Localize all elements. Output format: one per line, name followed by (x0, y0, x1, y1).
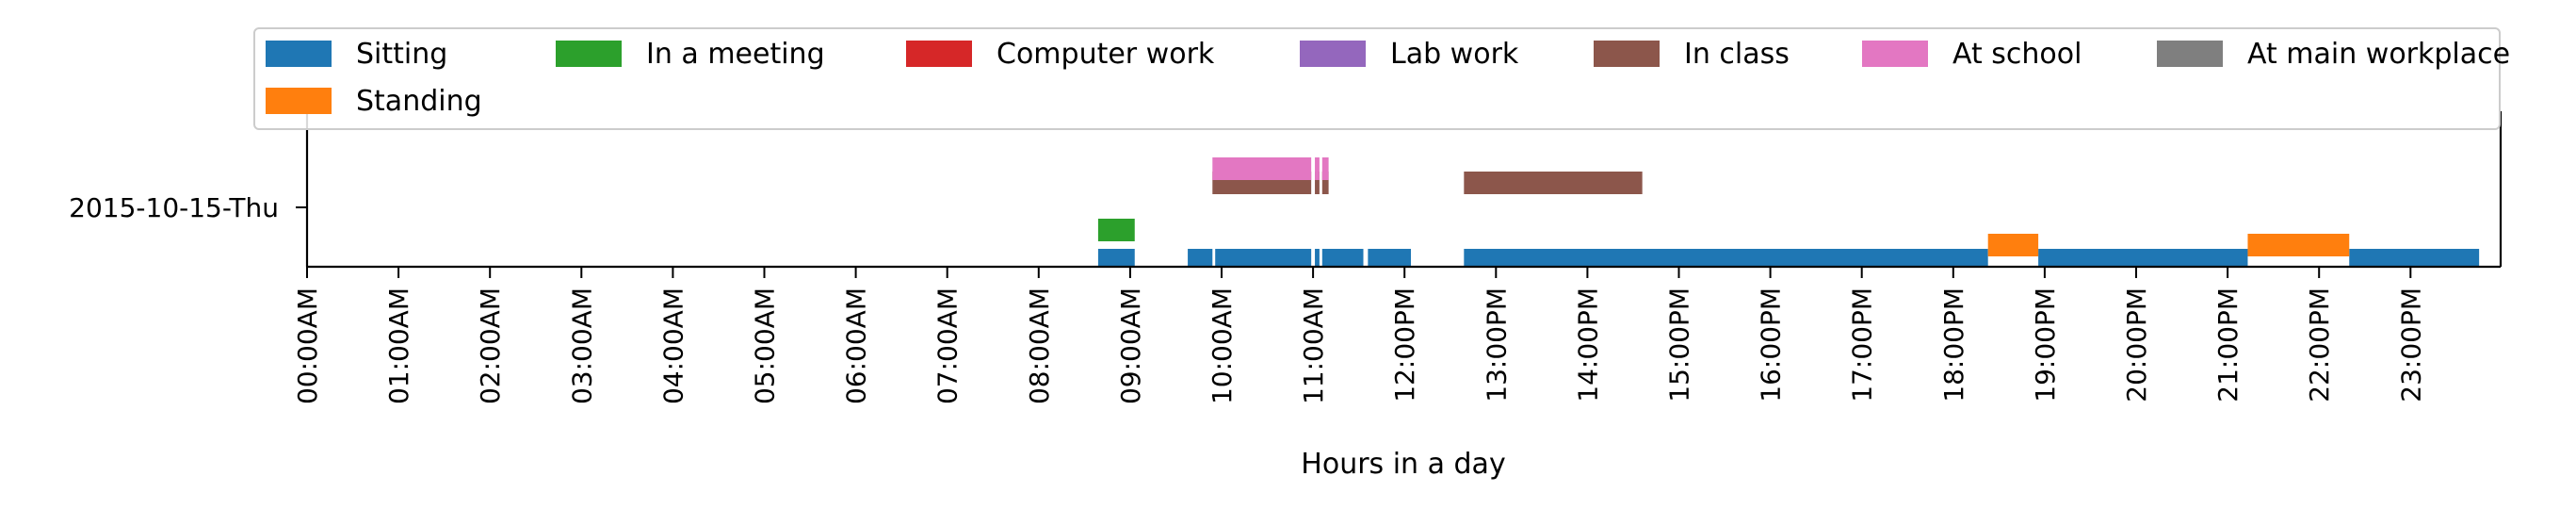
x-tick-label: 04:00AM (657, 287, 689, 404)
bar-sitting (2349, 249, 2479, 267)
bar-in-class (1464, 172, 1642, 194)
bar-sitting (1188, 249, 1212, 267)
x-tick-label: 00:00AM (292, 287, 323, 404)
x-tick-label: 13:00PM (1481, 287, 1512, 402)
legend-label-lab-work: Lab work (1390, 38, 1519, 71)
x-tick-label: 14:00PM (1572, 287, 1603, 402)
x-tick-label: 20:00PM (2121, 287, 2152, 402)
x-tick-label: 10:00AM (1207, 287, 1238, 404)
x-tick-label: 23:00PM (2395, 287, 2426, 402)
x-tick-label: 22:00PM (2304, 287, 2335, 402)
x-tick-label: 08:00AM (1024, 287, 1055, 404)
bar-in-a-meeting (1098, 219, 1135, 241)
x-tick-label: 19:00PM (2030, 287, 2061, 402)
legend-swatch-in-class (1594, 41, 1660, 67)
x-tick-label: 06:00AM (841, 287, 872, 404)
legend: Sitting In a meeting Computer work Lab work… (254, 28, 2510, 129)
legend-label-sitting: Sitting (356, 38, 447, 71)
x-tick-label: 09:00AM (1115, 287, 1146, 404)
bar-at-school (1315, 157, 1320, 180)
x-tick-label: 17:00PM (1847, 287, 1878, 402)
bar-sitting (1315, 249, 1320, 267)
bar-sitting (2038, 249, 2247, 267)
legend-swatch-computer-work (906, 41, 972, 67)
bar-sitting (1368, 249, 1411, 267)
x-tick-label: 05:00AM (750, 287, 781, 404)
x-tick-label: 21:00PM (2212, 287, 2244, 402)
x-tick-label: 07:00AM (932, 287, 964, 404)
bar-sitting (1215, 249, 1311, 267)
legend-label-computer-work: Computer work (996, 38, 1215, 71)
x-tick-label: 02:00AM (475, 287, 506, 404)
x-tick-label: 15:00PM (1664, 287, 1695, 402)
legend-label-at-main-workplace: At main workplace (2247, 38, 2510, 71)
legend-label-in-a-meeting: In a meeting (646, 38, 825, 71)
legend-swatch-lab-work (1300, 41, 1366, 67)
bar-sitting (1098, 249, 1135, 267)
x-axis-label: Hours in a day (1301, 448, 1505, 481)
x-tick-label: 16:00PM (1756, 287, 1787, 402)
legend-swatch-standing (266, 88, 332, 114)
legend-label-in-class: In class (1684, 38, 1790, 71)
bar-standing (2247, 234, 2349, 256)
bar-at-school (1212, 157, 1311, 180)
legend-swatch-at-school (1862, 41, 1928, 67)
x-tick-label: 01:00AM (383, 287, 414, 404)
bar-at-school (1322, 157, 1329, 180)
y-tick-label: 2015-10-15-Thu (69, 192, 279, 223)
legend-swatch-at-main-workplace (2157, 41, 2223, 67)
bar-sitting (1464, 249, 1987, 267)
x-tick-label: 11:00AM (1298, 287, 1329, 404)
plot-area (1098, 157, 2479, 267)
bar-sitting (1322, 249, 1364, 267)
legend-swatch-in-a-meeting (556, 41, 622, 67)
legend-label-standing: Standing (356, 85, 482, 118)
x-tick-label: 03:00AM (566, 287, 597, 404)
x-tick-label: 12:00PM (1389, 287, 1420, 402)
legend-label-at-school: At school (1952, 38, 2082, 71)
bar-standing (1988, 234, 2038, 256)
legend-swatch-sitting (266, 41, 332, 67)
x-tick-label: 18:00PM (1938, 287, 1969, 402)
